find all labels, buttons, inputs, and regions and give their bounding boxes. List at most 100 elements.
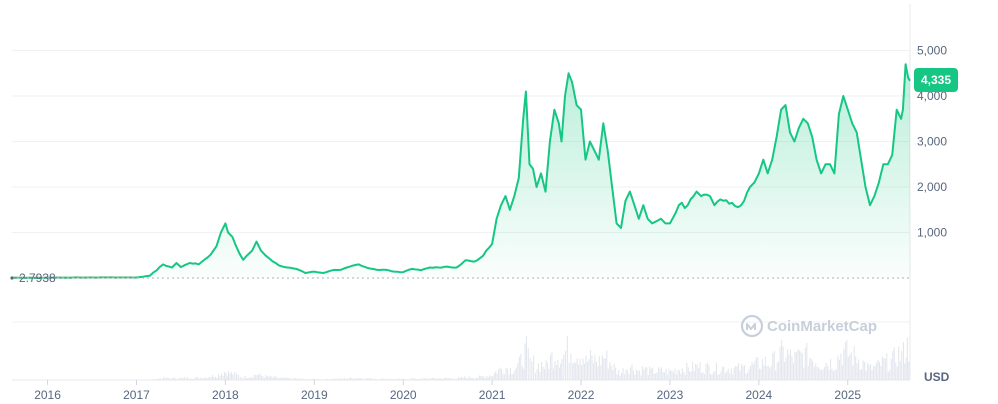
volume-bar xyxy=(323,379,325,380)
volume-bar xyxy=(704,374,706,380)
volume-bar xyxy=(618,369,620,380)
volume-bar xyxy=(706,362,709,380)
volume-bar xyxy=(176,378,178,380)
volume-bar xyxy=(855,356,857,380)
volume-bar xyxy=(188,378,190,380)
coinmarketcap-watermark: CoinMarketCap xyxy=(740,314,877,338)
volume-bar xyxy=(348,378,350,380)
volume-bar xyxy=(299,378,301,380)
volume-bar xyxy=(729,373,731,380)
volume-bar xyxy=(312,378,314,380)
volume-bar xyxy=(447,378,449,380)
volume-bar xyxy=(795,352,797,380)
volume-bar xyxy=(699,362,701,380)
volume-bar xyxy=(477,377,479,380)
volume-bar xyxy=(397,378,399,380)
volume-bar xyxy=(650,368,652,380)
y-axis: 1,000 2,000 3,000 4,000 5,000 xyxy=(917,44,947,240)
volume-bar xyxy=(653,373,655,380)
volume-bar xyxy=(634,374,636,380)
volume-bar xyxy=(167,377,169,380)
volume-bar xyxy=(296,378,298,380)
volume-bar xyxy=(551,352,553,380)
volume-bar xyxy=(263,377,266,380)
volume-bar xyxy=(662,371,664,380)
coinmarketcap-logo-icon xyxy=(740,314,764,338)
volume-bar xyxy=(715,362,717,380)
volume-bar xyxy=(274,376,276,380)
volume-bar xyxy=(624,374,626,380)
volume-bar xyxy=(338,379,340,380)
volume-bar xyxy=(612,370,614,380)
volume-bar xyxy=(198,378,200,380)
volume-bar xyxy=(250,376,252,380)
volume-bar xyxy=(220,373,223,380)
volume-bar xyxy=(329,379,331,380)
volume-bar xyxy=(474,378,476,380)
volume-bar xyxy=(407,379,409,380)
volume-bar xyxy=(890,358,892,380)
volume-bar xyxy=(428,378,430,380)
volume-bar xyxy=(644,367,646,380)
volume-bar xyxy=(389,379,391,380)
volume-bar xyxy=(255,375,257,380)
volume-bar xyxy=(816,366,818,380)
volume-bar xyxy=(850,351,852,380)
volume-bar xyxy=(444,377,446,380)
volume-bar xyxy=(191,378,193,380)
volume-bar xyxy=(200,377,202,380)
volume-bar xyxy=(546,362,549,380)
volume-bar xyxy=(518,356,520,380)
volume-bar xyxy=(681,368,683,380)
volume-bar xyxy=(806,342,808,380)
volume-bar xyxy=(166,377,168,380)
volume-bar xyxy=(782,346,784,380)
volume-bar xyxy=(521,366,523,380)
volume-bar xyxy=(578,364,580,380)
volume-bar xyxy=(714,371,716,380)
volume-bar xyxy=(469,377,471,380)
volume-bar xyxy=(352,378,354,380)
volume-bar xyxy=(732,374,734,380)
volume-bar xyxy=(674,368,676,380)
volume-bar xyxy=(300,378,303,380)
volume-bar xyxy=(412,378,414,380)
volume-bar xyxy=(502,373,504,380)
volume-bar xyxy=(742,366,744,380)
volume-bar xyxy=(213,377,215,380)
volume-bar xyxy=(346,378,348,380)
x-tick-label-2017: 2017 xyxy=(123,388,150,402)
start-price-dot xyxy=(10,276,14,280)
volume-bar xyxy=(582,358,584,380)
volume-bar xyxy=(333,378,335,380)
volume-bar xyxy=(309,379,311,380)
volume-bar xyxy=(840,353,842,380)
volume-bar xyxy=(621,372,623,380)
volume-bar xyxy=(376,378,378,380)
volume-bar xyxy=(228,371,230,380)
volume-bar xyxy=(575,362,577,380)
volume-bar xyxy=(829,358,832,380)
volume-bar xyxy=(560,363,562,380)
volume-bar xyxy=(741,364,743,380)
volume-bar xyxy=(865,370,867,380)
volume-bar xyxy=(557,360,559,380)
volume-bar xyxy=(419,379,421,380)
volume-bar xyxy=(517,362,519,380)
volume-bar xyxy=(766,366,768,380)
x-tick-label-2021: 2021 xyxy=(479,388,506,402)
volume-bar xyxy=(260,375,263,380)
volume-bar xyxy=(792,363,795,380)
volume-bar xyxy=(576,358,578,380)
volume-bar xyxy=(606,350,608,380)
volume-bar xyxy=(364,379,366,380)
volume-bar xyxy=(158,378,160,380)
volume-bar xyxy=(394,379,396,380)
volume-bar xyxy=(656,372,658,380)
volume-bar xyxy=(867,362,869,380)
volume-bar xyxy=(597,366,599,380)
volume-bar xyxy=(453,379,455,380)
volume-bar xyxy=(197,377,199,380)
volume-bar xyxy=(558,367,560,380)
volume-bar xyxy=(640,375,642,380)
